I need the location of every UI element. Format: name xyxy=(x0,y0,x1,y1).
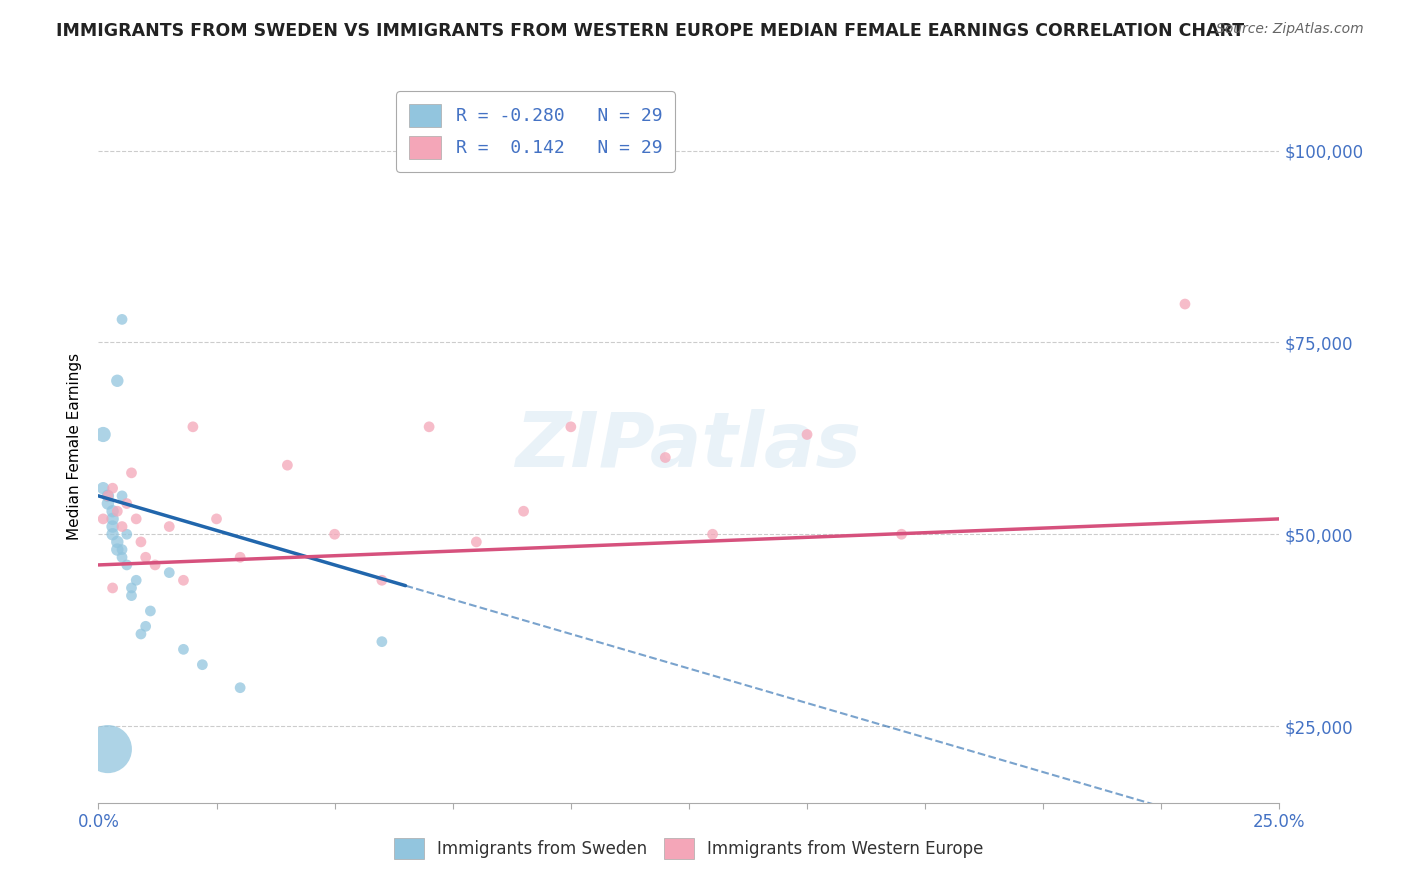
Point xyxy=(125,574,148,588)
Point xyxy=(135,550,157,565)
Point xyxy=(125,512,148,526)
Point xyxy=(129,535,152,549)
Point xyxy=(91,481,114,495)
Point xyxy=(371,574,394,588)
Point xyxy=(143,558,166,572)
Point xyxy=(101,512,124,526)
Point xyxy=(323,527,346,541)
Point xyxy=(702,527,724,541)
Point xyxy=(512,504,534,518)
Point xyxy=(111,312,134,326)
Point xyxy=(111,550,134,565)
Point xyxy=(111,542,134,557)
Point xyxy=(97,489,120,503)
Point xyxy=(890,527,912,541)
Text: Source: ZipAtlas.com: Source: ZipAtlas.com xyxy=(1216,22,1364,37)
Point xyxy=(105,504,128,518)
Text: IMMIGRANTS FROM SWEDEN VS IMMIGRANTS FROM WESTERN EUROPE MEDIAN FEMALE EARNINGS : IMMIGRANTS FROM SWEDEN VS IMMIGRANTS FRO… xyxy=(56,22,1244,40)
Point xyxy=(205,512,228,526)
Point xyxy=(157,519,180,533)
Point xyxy=(115,527,138,541)
Point xyxy=(157,566,180,580)
Point xyxy=(91,427,114,442)
Point xyxy=(172,574,194,588)
Point xyxy=(139,604,162,618)
Point xyxy=(1174,297,1197,311)
Point xyxy=(229,681,252,695)
Point xyxy=(418,419,440,434)
Point xyxy=(465,535,488,549)
Point xyxy=(111,489,134,503)
Point xyxy=(121,589,143,603)
Point xyxy=(105,374,128,388)
Point xyxy=(276,458,298,473)
Point xyxy=(97,742,120,756)
Point xyxy=(121,466,143,480)
Point xyxy=(115,497,138,511)
Point xyxy=(371,634,394,648)
Point xyxy=(101,527,124,541)
Point xyxy=(101,581,124,595)
Point xyxy=(135,619,157,633)
Point xyxy=(101,481,124,495)
Point xyxy=(172,642,194,657)
Point xyxy=(105,542,128,557)
Point xyxy=(111,519,134,533)
Point xyxy=(181,419,204,434)
Point xyxy=(654,450,676,465)
Point xyxy=(229,550,252,565)
Point xyxy=(796,427,818,442)
Point xyxy=(191,657,214,672)
Point xyxy=(121,581,143,595)
Text: ZIPatlas: ZIPatlas xyxy=(516,409,862,483)
Point xyxy=(101,504,124,518)
Point xyxy=(91,512,114,526)
Point xyxy=(105,535,128,549)
Point xyxy=(97,489,120,503)
Point xyxy=(101,519,124,533)
Point xyxy=(560,419,582,434)
Y-axis label: Median Female Earnings: Median Female Earnings xyxy=(67,352,83,540)
Point xyxy=(115,558,138,572)
Point xyxy=(129,627,152,641)
Point xyxy=(97,497,120,511)
Legend: Immigrants from Sweden, Immigrants from Western Europe: Immigrants from Sweden, Immigrants from … xyxy=(388,831,990,866)
